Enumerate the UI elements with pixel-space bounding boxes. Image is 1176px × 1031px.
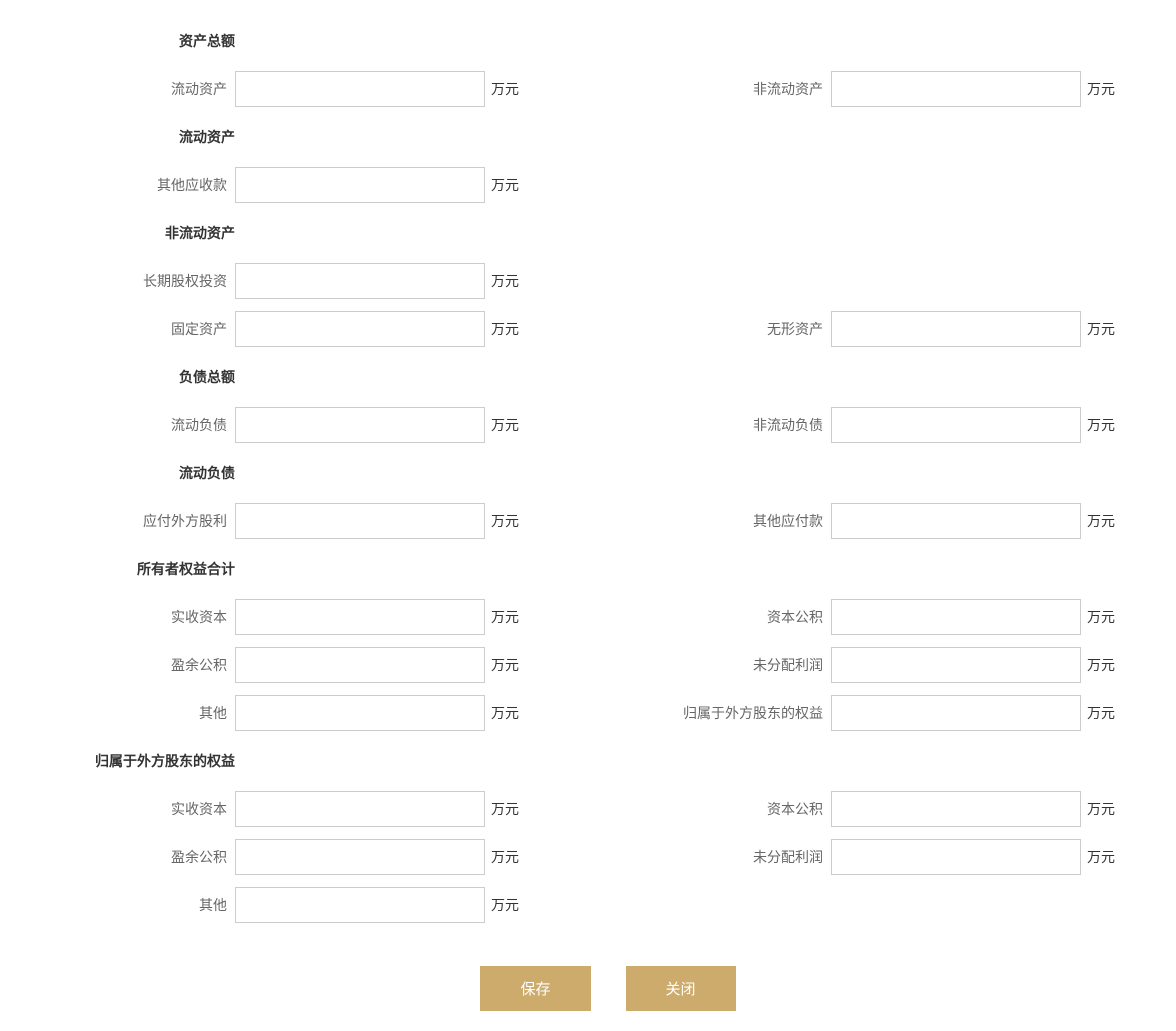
input-other-payables[interactable] <box>831 503 1081 539</box>
section-heading-owner-equity: 所有者权益合计 <box>10 549 235 589</box>
input-undistributed-profit[interactable] <box>831 647 1081 683</box>
input-foreign-shareholder-equity[interactable] <box>831 695 1081 731</box>
unit-label: 万元 <box>491 319 531 339</box>
section-heading-current-assets: 流动资产 <box>10 117 235 157</box>
unit-label: 万元 <box>1087 319 1127 339</box>
financial-form: 资产总额 流动资产 万元 非流动资产 万元 流动资产 其他应收款 万元 非流动资… <box>10 20 1166 1011</box>
label-long-term-equity: 长期股权投资 <box>10 271 235 291</box>
input-fse-undistributed-profit[interactable] <box>831 839 1081 875</box>
section-heading-current-liabilities: 流动负债 <box>10 453 235 493</box>
label-current-liabilities: 流动负债 <box>10 415 235 435</box>
label-other-payables: 其他应付款 <box>581 511 831 531</box>
label-fse-other: 其他 <box>10 895 235 915</box>
section-heading-foreign-shareholder-equity: 归属于外方股东的权益 <box>10 741 235 781</box>
label-foreign-dividends-payable: 应付外方股利 <box>10 511 235 531</box>
unit-label: 万元 <box>1087 799 1127 819</box>
input-intangible-assets[interactable] <box>831 311 1081 347</box>
unit-label: 万元 <box>491 415 531 435</box>
unit-label: 万元 <box>491 607 531 627</box>
unit-label: 万元 <box>491 79 531 99</box>
unit-label: 万元 <box>491 175 531 195</box>
input-current-liabilities[interactable] <box>235 407 485 443</box>
label-other-receivables: 其他应收款 <box>10 175 235 195</box>
unit-label: 万元 <box>1087 511 1127 531</box>
input-fse-paid-in-capital[interactable] <box>235 791 485 827</box>
input-non-current-assets[interactable] <box>831 71 1081 107</box>
unit-label: 万元 <box>1087 703 1127 723</box>
unit-label: 万元 <box>1087 415 1127 435</box>
label-undistributed-profit: 未分配利润 <box>581 655 831 675</box>
unit-label: 万元 <box>1087 79 1127 99</box>
input-current-assets[interactable] <box>235 71 485 107</box>
input-fse-other[interactable] <box>235 887 485 923</box>
section-heading-total-liabilities: 负债总额 <box>10 357 235 397</box>
label-non-current-assets: 非流动资产 <box>581 79 831 99</box>
save-button[interactable]: 保存 <box>480 966 590 1011</box>
input-paid-in-capital[interactable] <box>235 599 485 635</box>
unit-label: 万元 <box>491 895 531 915</box>
input-fse-surplus-reserve[interactable] <box>235 839 485 875</box>
label-non-current-liabilities: 非流动负债 <box>581 415 831 435</box>
input-fse-capital-reserve[interactable] <box>831 791 1081 827</box>
unit-label: 万元 <box>491 703 531 723</box>
unit-label: 万元 <box>491 511 531 531</box>
label-surplus-reserve: 盈余公积 <box>10 655 235 675</box>
button-row: 保存 关闭 <box>10 966 1166 1011</box>
label-other: 其他 <box>10 703 235 723</box>
input-long-term-equity[interactable] <box>235 263 485 299</box>
unit-label: 万元 <box>1087 847 1127 867</box>
label-intangible-assets: 无形资产 <box>581 319 831 339</box>
input-surplus-reserve[interactable] <box>235 647 485 683</box>
input-capital-reserve[interactable] <box>831 599 1081 635</box>
input-fixed-assets[interactable] <box>235 311 485 347</box>
input-non-current-liabilities[interactable] <box>831 407 1081 443</box>
section-heading-total-assets: 资产总额 <box>10 21 235 61</box>
input-other-receivables[interactable] <box>235 167 485 203</box>
label-fse-surplus-reserve: 盈余公积 <box>10 847 235 867</box>
label-current-assets: 流动资产 <box>10 79 235 99</box>
input-foreign-dividends-payable[interactable] <box>235 503 485 539</box>
unit-label: 万元 <box>491 655 531 675</box>
close-button[interactable]: 关闭 <box>626 966 736 1011</box>
label-fse-paid-in-capital: 实收资本 <box>10 799 235 819</box>
label-fse-capital-reserve: 资本公积 <box>581 799 831 819</box>
label-capital-reserve: 资本公积 <box>581 607 831 627</box>
label-fse-undistributed-profit: 未分配利润 <box>581 847 831 867</box>
unit-label: 万元 <box>1087 655 1127 675</box>
unit-label: 万元 <box>491 271 531 291</box>
unit-label: 万元 <box>1087 607 1127 627</box>
unit-label: 万元 <box>491 799 531 819</box>
unit-label: 万元 <box>491 847 531 867</box>
label-fixed-assets: 固定资产 <box>10 319 235 339</box>
label-foreign-shareholder-equity: 归属于外方股东的权益 <box>581 703 831 723</box>
input-other[interactable] <box>235 695 485 731</box>
section-heading-non-current-assets: 非流动资产 <box>10 213 235 253</box>
label-paid-in-capital: 实收资本 <box>10 607 235 627</box>
